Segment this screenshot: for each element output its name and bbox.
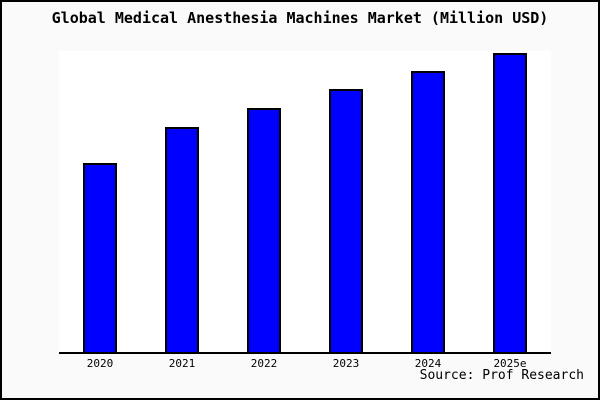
bar-2024 (411, 70, 445, 352)
x-tick-label-2021: 2021 (168, 357, 196, 370)
x-tick-label-2025e: 2025e (493, 357, 527, 370)
x-tick-label-2023: 2023 (332, 357, 360, 370)
bar-2023 (329, 88, 363, 352)
source-note: Source: Prof Research (419, 368, 584, 383)
bars-container (59, 51, 551, 352)
x-tick-label-2020: 2020 (86, 357, 114, 370)
bar-2022 (247, 107, 281, 352)
bar-2021 (165, 126, 199, 352)
plot-area (59, 51, 551, 354)
bar-2020 (83, 163, 117, 352)
x-tick-label-2022: 2022 (250, 357, 278, 370)
x-tick-label-2024: 2024 (414, 357, 442, 370)
chart-title: Global Medical Anesthesia Machines Marke… (51, 9, 549, 27)
bar-2025e (493, 53, 527, 352)
x-axis-labels: 2020 2021 2022 2023 2024 2025e (59, 357, 551, 370)
